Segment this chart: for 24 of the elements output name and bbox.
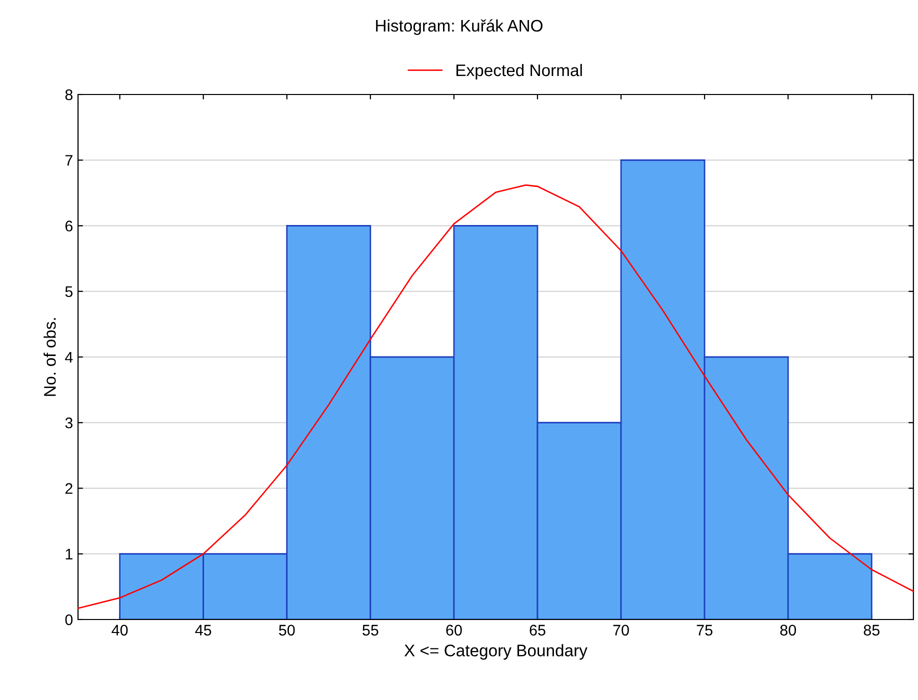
x-tick-label: 80 — [780, 624, 796, 636]
x-tick-label: 45 — [195, 624, 212, 636]
y-tick-label: 1 — [66, 548, 72, 560]
y-tick-label: 0 — [65, 614, 73, 626]
x-tick-label: 60 — [446, 624, 462, 636]
x-axis-title: X <= Category Boundary — [404, 644, 588, 660]
legend-label: Expected Normal — [456, 64, 582, 80]
y-tick-label: 2 — [65, 483, 72, 494]
line-series — [77, 184, 914, 610]
x-tick-label: 70 — [613, 624, 629, 636]
x-tick-label: 85 — [864, 624, 880, 636]
x-tick-label: 55 — [362, 624, 378, 636]
y-tick-label: 5 — [65, 286, 73, 298]
chart-title: Histogram: Kuřák ANO — [376, 19, 542, 35]
x-tick-label: 75 — [696, 624, 712, 636]
y-tick-label: 3 — [65, 417, 72, 428]
y-axis-title: No. of obs. — [44, 318, 56, 396]
y-tick-label: 7 — [65, 155, 72, 166]
x-tick-label: 65 — [530, 624, 546, 636]
y-tick-label: 6 — [65, 220, 72, 232]
x-tick-label: 40 — [112, 624, 128, 636]
y-tick-label: 4 — [65, 352, 73, 363]
x-tick-label: 50 — [278, 624, 295, 636]
y-tick-label: 8 — [65, 89, 73, 100]
